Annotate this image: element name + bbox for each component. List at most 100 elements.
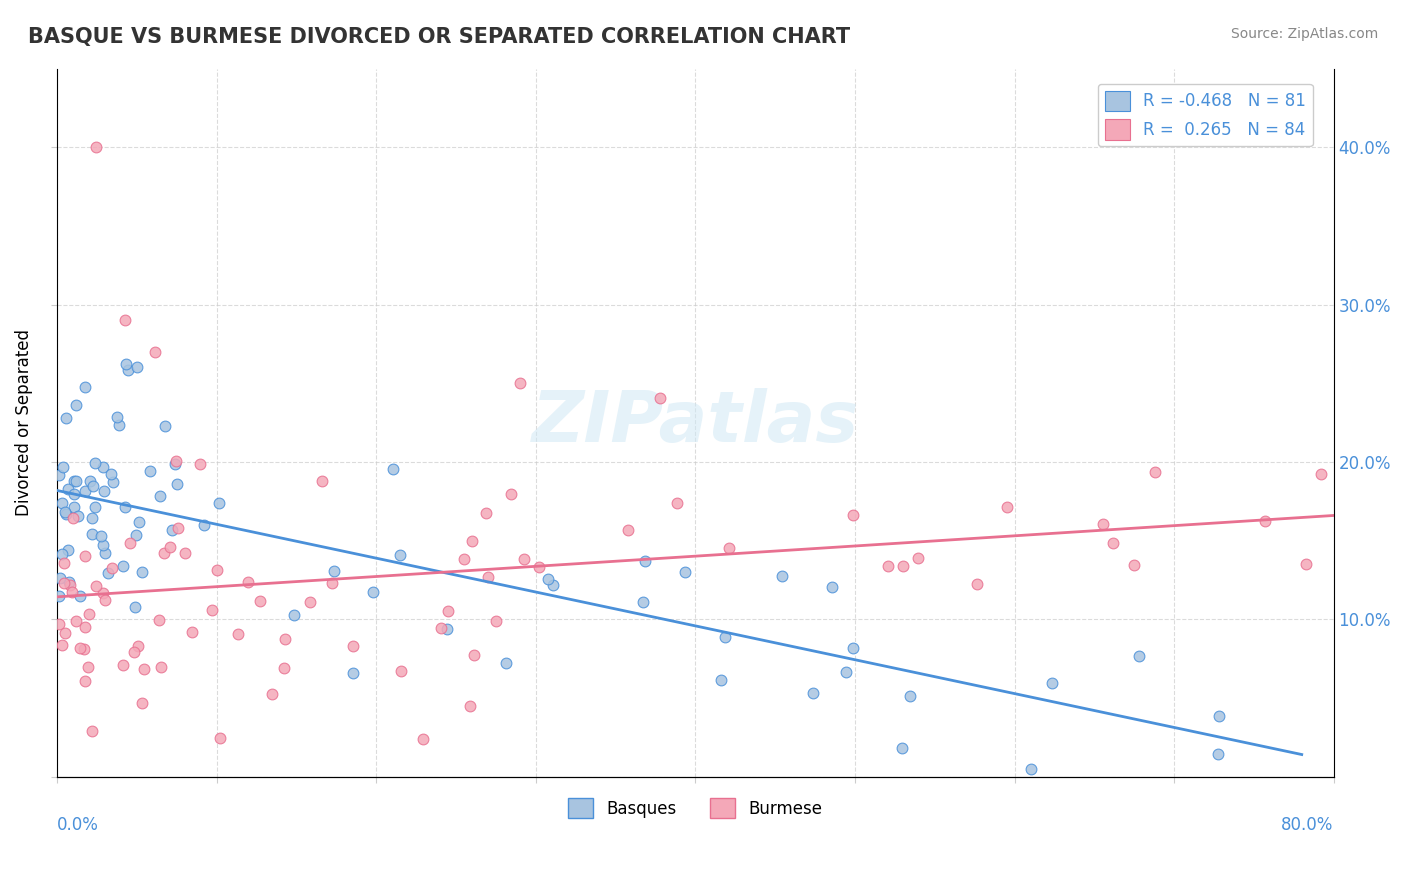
Point [1091,516,1114,531]
Point [84,579,107,593]
Point [58,574,80,589]
Point [710,673,733,687]
Point [51,639,73,653]
Point [477,570,499,584]
Point [73,549,96,563]
Point [52,576,75,591]
Point [94,592,117,607]
Point [55,507,77,521]
Point [124,600,146,615]
Text: ZIPatlas: ZIPatlas [531,388,859,457]
Point [160,523,183,537]
Point [153,419,176,434]
Point [342,665,364,680]
Point [1144,465,1167,479]
Point [112,559,135,574]
Point [966,577,988,591]
Point [82,478,104,492]
Point [361,585,384,599]
Point [475,506,498,520]
Legend: Basques, Burmese: Basques, Burmese [561,791,830,825]
Point [673,566,696,580]
Point [73,620,96,634]
Point [713,630,735,644]
Point [429,621,451,635]
Point [207,496,229,510]
Point [79,475,101,489]
Point [52,459,75,474]
Point [131,697,153,711]
Point [388,549,411,563]
Point [94,546,117,560]
Point [1123,558,1146,573]
Point [69,589,91,603]
Point [273,661,295,675]
Point [821,580,844,594]
Point [458,699,481,714]
Point [53,505,76,519]
Point [114,357,136,371]
Point [1040,676,1063,690]
Point [77,607,100,621]
Point [166,521,188,535]
Point [891,558,914,573]
Point [65,474,87,488]
Point [201,603,224,617]
Point [153,545,176,559]
Point [226,627,249,641]
Point [150,660,173,674]
Point [77,659,100,673]
Point [1254,514,1277,528]
Point [995,500,1018,514]
Point [63,500,86,515]
Point [877,558,900,573]
Point [891,741,914,756]
Point [114,500,136,514]
Point [83,500,105,515]
Point [63,474,86,488]
Point [105,410,128,425]
Point [617,523,640,537]
Point [527,559,550,574]
Point [412,731,434,746]
Point [143,344,166,359]
Point [436,623,458,637]
Point [208,731,231,746]
Point [139,465,162,479]
Point [389,664,412,678]
Point [461,534,484,549]
Point [48,590,70,604]
Point [1206,747,1229,762]
Point [842,641,865,656]
Point [537,572,560,586]
Point [770,568,793,582]
Point [55,410,77,425]
Point [65,399,87,413]
Point [51,547,73,561]
Point [69,641,91,656]
Point [127,359,149,374]
Point [84,456,107,470]
Text: 0.0%: 0.0% [58,815,100,833]
Point [513,552,536,566]
Point [841,508,863,522]
Point [56,543,79,558]
Point [149,489,172,503]
Point [835,665,858,680]
Point [323,564,346,578]
Point [249,594,271,608]
Point [1128,649,1150,664]
Point [51,496,73,510]
Point [100,467,122,482]
Point [274,632,297,647]
Point [1295,558,1317,572]
Point [91,538,114,552]
Point [485,614,508,628]
Point [63,487,86,501]
Point [321,575,343,590]
Point [128,515,150,529]
Point [48,467,70,482]
Point [90,528,112,542]
Text: BASQUE VS BURMESE DIVORCED OR SEPARATED CORRELATION CHART: BASQUE VS BURMESE DIVORCED OR SEPARATED … [28,27,851,46]
Point [311,474,333,488]
